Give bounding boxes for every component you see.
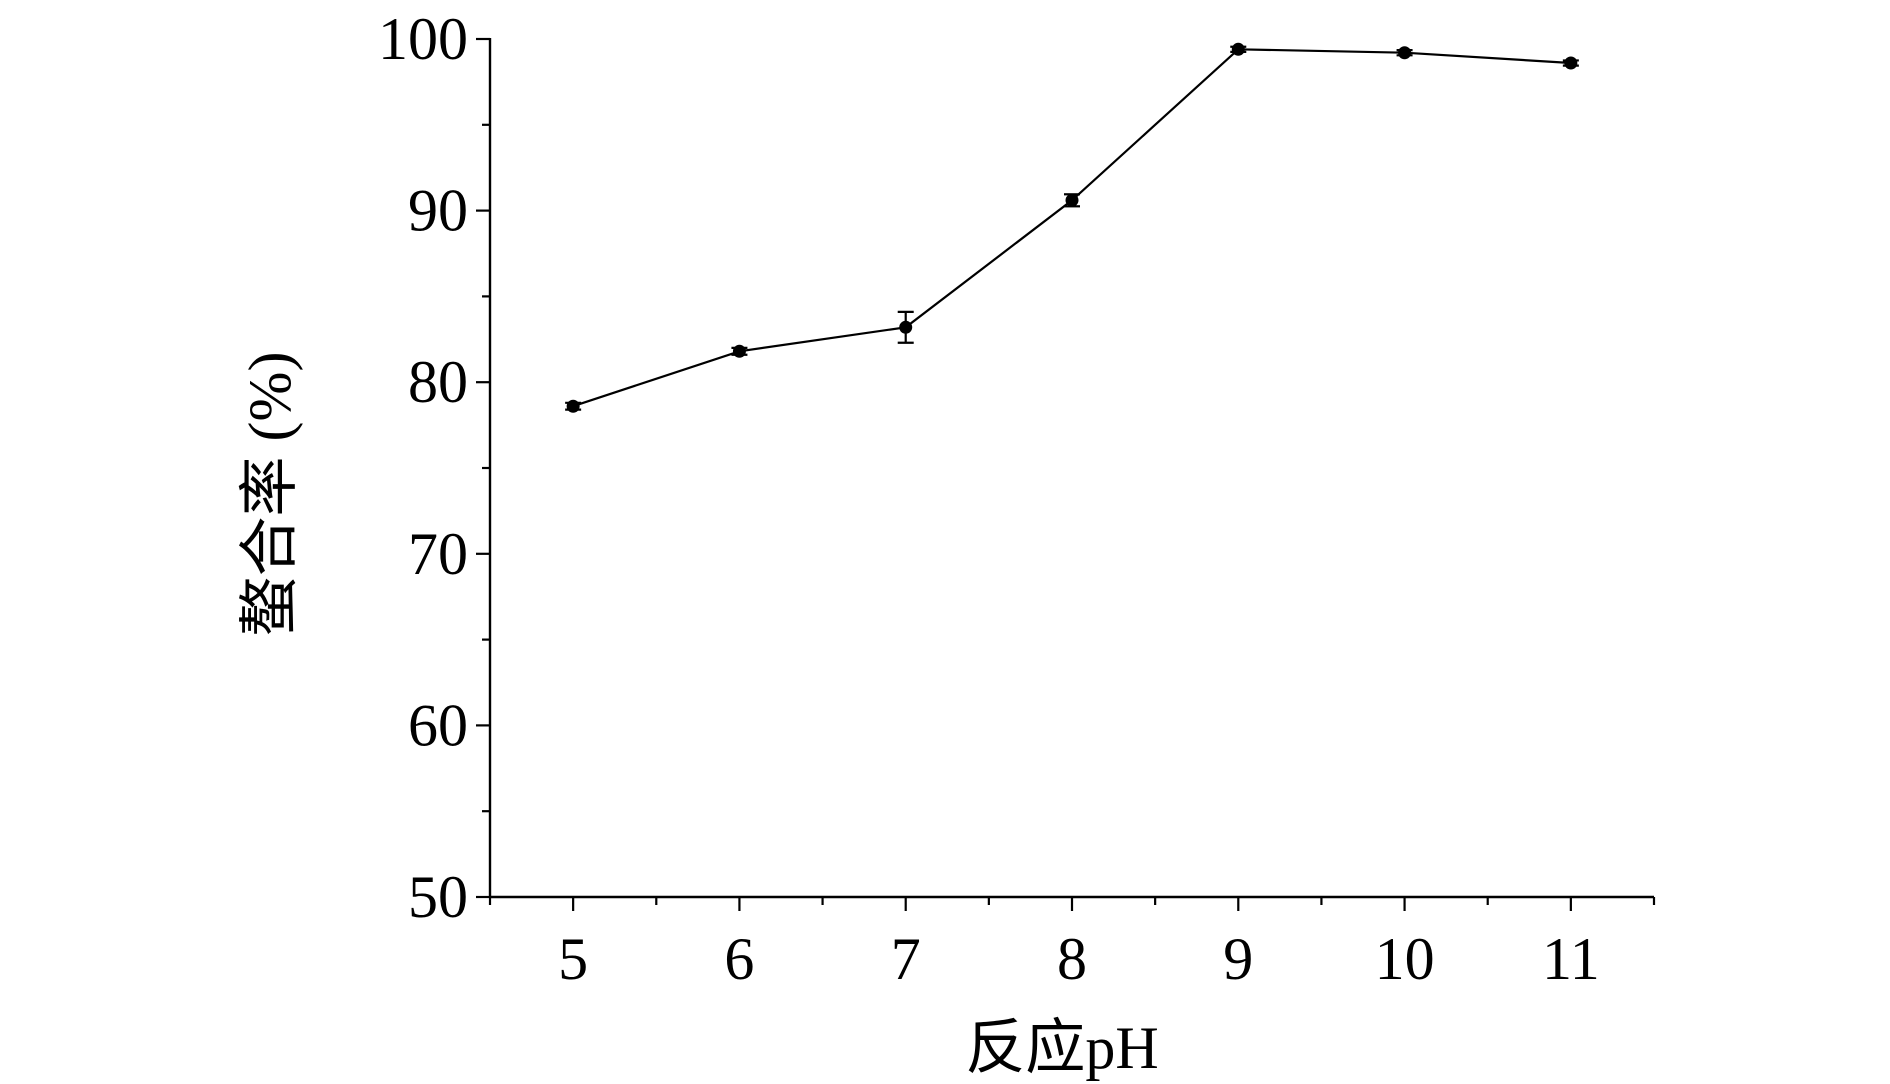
- x-tick-label-6: 6: [724, 926, 754, 992]
- x-axis-title: 反应pH: [965, 1015, 1158, 1081]
- data-point-11: [1564, 56, 1578, 70]
- y-tick-label-100: 100: [378, 6, 468, 72]
- x-tick-label-8: 8: [1057, 926, 1087, 992]
- axes: [488, 38, 1654, 899]
- data-point-7: [899, 320, 913, 334]
- x-tick-label-9: 9: [1223, 926, 1253, 992]
- y-tick-label-50: 50: [408, 864, 468, 930]
- series-line-0: [572, 48, 1571, 408]
- y-tick-label-60: 60: [408, 692, 468, 758]
- x-tick-label-7: 7: [891, 926, 921, 992]
- x-ticks: 5 6 7 8 9 10 11: [488, 897, 1656, 992]
- y-tick-label-80: 80: [408, 349, 468, 415]
- y-axis-title: 螯合率 (%): [237, 352, 303, 637]
- data-point-6: [732, 344, 746, 358]
- data-point-8: [1065, 193, 1079, 207]
- x-tick-label-5: 5: [558, 926, 588, 992]
- data-point-5: [566, 399, 580, 413]
- x-tick-label-11: 11: [1542, 926, 1600, 992]
- y-tick-label-90: 90: [408, 178, 468, 244]
- data-point-10: [1398, 46, 1412, 60]
- y-ticks: 50 60 70 80 90 100: [378, 6, 490, 930]
- series-group: [565, 42, 1579, 413]
- x-tick-label-10: 10: [1375, 926, 1435, 992]
- y-tick-label-70: 70: [408, 521, 468, 587]
- data-point-9: [1231, 42, 1245, 56]
